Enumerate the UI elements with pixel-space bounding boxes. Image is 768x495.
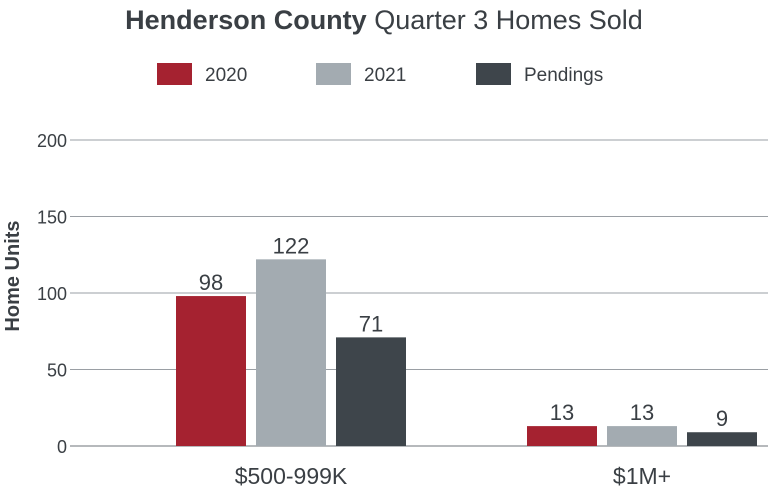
legend-label: 2020 bbox=[205, 65, 247, 86]
legend-swatch bbox=[157, 63, 192, 85]
legend-label: Pendings bbox=[524, 65, 603, 86]
x-category-label: $500-999K bbox=[235, 463, 348, 489]
y-axis-label: Home Units bbox=[2, 220, 24, 331]
bar bbox=[256, 259, 326, 446]
data-label: 13 bbox=[550, 400, 574, 425]
x-axis-categories: $500-999K $1M+ bbox=[235, 463, 671, 489]
bar bbox=[176, 296, 246, 446]
legend-label: 2021 bbox=[364, 65, 406, 86]
bar bbox=[687, 432, 757, 446]
data-label: 13 bbox=[630, 400, 654, 425]
y-tick-label: 200 bbox=[37, 131, 67, 151]
legend: 2020 2021 Pendings bbox=[157, 63, 603, 86]
y-tick-label: 100 bbox=[37, 284, 67, 304]
legend-swatch bbox=[476, 63, 511, 85]
y-axis-ticks: 0 50 100 150 200 bbox=[37, 131, 67, 457]
y-tick-label: 0 bbox=[57, 437, 67, 457]
data-label: 9 bbox=[716, 406, 728, 431]
chart-title: Henderson County Quarter 3 Homes Sold bbox=[125, 5, 643, 35]
legend-swatch bbox=[316, 63, 351, 85]
x-category-label: $1M+ bbox=[613, 463, 671, 489]
bar bbox=[607, 426, 677, 446]
data-label: 71 bbox=[359, 311, 383, 336]
bars: 98 122 71 13 13 9 bbox=[176, 233, 757, 446]
chart-title-bold: Henderson County bbox=[125, 5, 367, 35]
y-tick-label: 150 bbox=[37, 208, 67, 228]
gridlines bbox=[70, 139, 768, 447]
data-label: 98 bbox=[199, 270, 223, 295]
bar bbox=[527, 426, 597, 446]
data-label: 122 bbox=[273, 233, 310, 258]
y-tick-label: 50 bbox=[47, 361, 67, 381]
chart-title-spacer bbox=[367, 5, 375, 35]
bar bbox=[336, 337, 406, 446]
chart-title-rest: Quarter 3 Homes Sold bbox=[374, 5, 643, 35]
